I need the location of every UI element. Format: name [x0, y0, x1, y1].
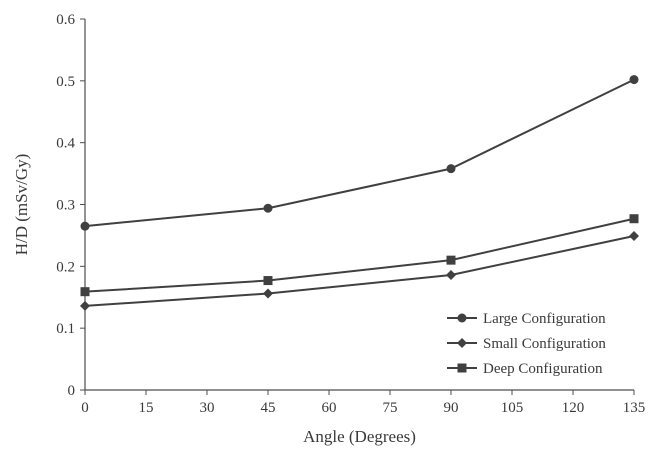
x-tick-label: 105 — [501, 400, 524, 416]
x-tick-label: 45 — [261, 400, 276, 416]
data-point-small-configuration — [629, 231, 639, 242]
series-line-deep-configuration — [84, 217, 635, 293]
legend-entry-deep-configuration: Deep Configuration — [447, 361, 603, 377]
data-point-deep-configuration — [629, 214, 639, 224]
data-point-deep-configuration — [80, 287, 90, 297]
x-tick-label: 120 — [562, 400, 585, 416]
legend-entry-large-configuration: Large Configuration — [447, 311, 606, 327]
legend-marker — [457, 363, 467, 373]
series-large-configuration — [80, 75, 639, 231]
x-tick-label: 135 — [623, 400, 646, 416]
y-tick-label: 0.3 — [56, 198, 75, 214]
y-tick-label: 0.6 — [56, 12, 75, 28]
series-deep-configuration — [80, 214, 639, 297]
series-line-small-configuration — [84, 235, 635, 307]
legend-marker — [457, 338, 467, 348]
legend: Large Configuration Small Configuration De… — [447, 311, 606, 377]
legend-label: Small Configuration — [483, 336, 606, 352]
series-line-large-configuration — [84, 78, 635, 228]
x-tick-label: 15 — [139, 400, 154, 416]
data-point-large-configuration — [80, 221, 90, 231]
data-point-small-configuration — [446, 269, 456, 280]
series-small-configuration — [80, 231, 639, 311]
x-tick-label: 75 — [383, 400, 398, 416]
y-tick-label: 0.4 — [56, 136, 75, 152]
data-point-large-configuration — [446, 164, 456, 174]
data-point-deep-configuration — [446, 255, 456, 265]
legend-label: Large Configuration — [483, 311, 606, 327]
data-point-small-configuration — [263, 288, 273, 299]
x-tick-label: 90 — [444, 400, 459, 416]
y-tick-label: 0.2 — [56, 259, 75, 275]
axes: 0 0.1 0.2 0.3 0.4 0.5 0.6 0 15 30 45 60 75 90 105 120 13… — [56, 12, 645, 416]
legend-label: Deep Configuration — [483, 361, 603, 377]
x-tick-label: 0 — [81, 400, 89, 416]
legend-entry-small-configuration: Small Configuration — [447, 336, 606, 352]
y-axis-title: H/D (mSv/Gy) — [12, 154, 31, 256]
x-tick-label: 60 — [322, 400, 337, 416]
x-tick-label: 30 — [200, 400, 215, 416]
data-point-large-configuration — [629, 75, 639, 85]
x-axis-title: Angle (Degrees) — [303, 427, 416, 446]
y-tick-label: 0.5 — [56, 74, 75, 90]
data-point-large-configuration — [263, 203, 273, 213]
y-tick-label: 0.1 — [56, 321, 75, 337]
legend-marker — [457, 313, 467, 323]
series-layer — [80, 75, 639, 311]
y-tick-label: 0 — [68, 383, 76, 399]
data-point-deep-configuration — [263, 276, 273, 286]
data-point-small-configuration — [80, 300, 90, 311]
